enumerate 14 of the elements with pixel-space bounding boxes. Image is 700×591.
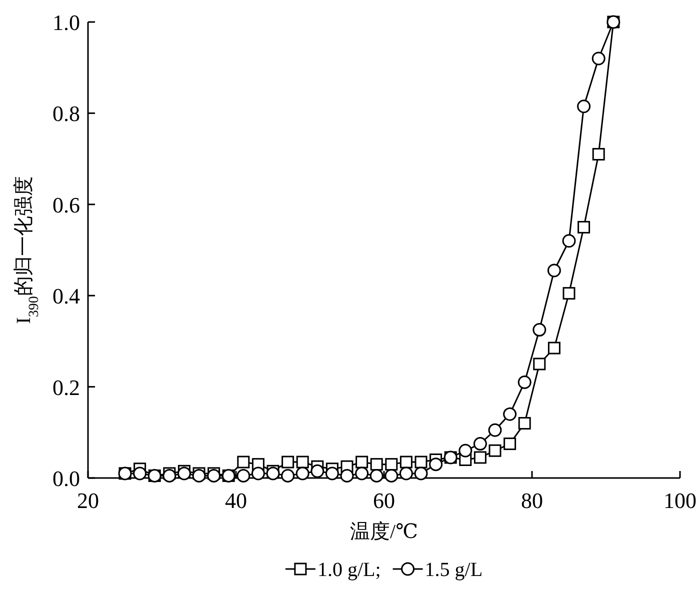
x-tick-label: 60 [373,488,395,513]
x-tick-label: 80 [521,488,543,513]
x-axis-title: 温度/℃ [350,521,418,543]
y-tick-label: 0.8 [52,101,80,126]
x-tick-label: 20 [77,488,99,513]
y-tick-label: 0.2 [52,374,80,400]
legend-label: 1.0 g/L; [317,559,381,581]
y-tick-label: 1.0 [52,10,80,35]
y-tick-label: 0.0 [52,466,80,491]
x-tick-label: 100 [664,488,696,513]
y-tick-label: 0.4 [52,284,80,309]
y-tick-label: 0.6 [52,192,80,218]
legend-label: 1.5 g/L [424,559,483,581]
x-tick-label: 40 [225,488,247,513]
